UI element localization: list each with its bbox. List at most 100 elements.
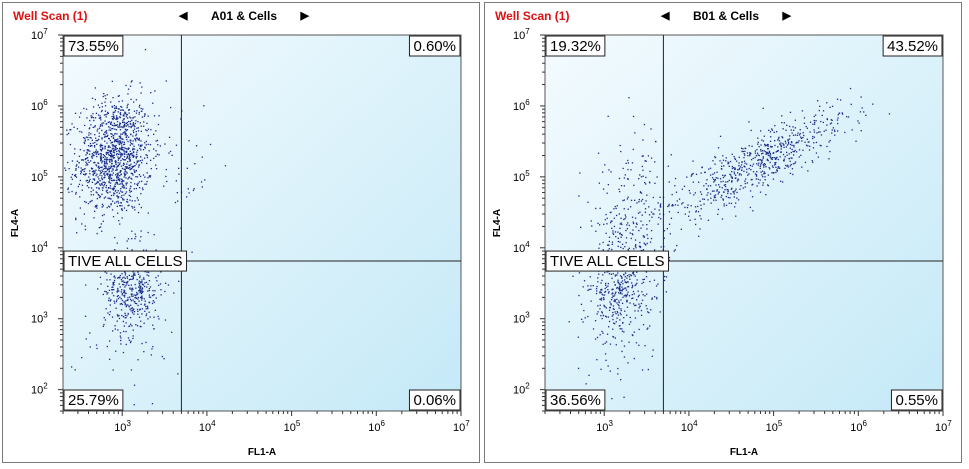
data-point: [740, 164, 743, 166]
gate-label: TIVE ALL CELLS: [545, 250, 670, 272]
data-point: [793, 146, 795, 148]
data-point: [713, 181, 715, 183]
data-point: [141, 281, 143, 283]
scatter-plot[interactable]: 19.32% 43.52%36.56% 0.55%TIVE ALL CELLS103…: [485, 3, 963, 464]
data-point: [142, 108, 144, 110]
data-point: [123, 152, 125, 154]
data-point: [114, 179, 116, 181]
data-point: [123, 294, 125, 297]
data-point: [757, 141, 759, 143]
data-point: [808, 141, 810, 143]
data-point: [831, 105, 834, 107]
data-point: [100, 172, 103, 174]
data-point: [619, 287, 621, 289]
data-point: [148, 275, 150, 277]
data-point: [101, 178, 103, 181]
data-point: [601, 330, 603, 333]
data-point: [131, 80, 133, 82]
data-point: [135, 137, 138, 139]
data-point: [124, 271, 126, 273]
data-point: [746, 171, 748, 173]
data-point: [106, 152, 109, 154]
data-point: [101, 183, 103, 185]
data-point: [123, 143, 126, 145]
data-point: [605, 341, 608, 343]
data-point: [783, 158, 785, 160]
data-point: [76, 232, 78, 234]
data-point: [101, 175, 103, 177]
data-point: [641, 282, 643, 285]
data-point: [648, 206, 650, 208]
data-point: [660, 206, 662, 208]
data-point: [133, 313, 135, 315]
data-point: [699, 200, 701, 202]
data-point: [156, 280, 158, 282]
data-point: [802, 132, 804, 134]
data-point: [627, 159, 629, 162]
data-point: [149, 175, 152, 177]
data-point: [701, 166, 703, 169]
data-point: [647, 368, 649, 371]
data-point: [178, 280, 180, 282]
data-point: [584, 317, 586, 319]
data-point: [614, 294, 616, 296]
data-point: [125, 317, 127, 319]
data-point: [103, 185, 105, 187]
data-point: [680, 228, 682, 230]
data-point: [729, 197, 731, 199]
data-point: [114, 236, 116, 239]
data-point: [600, 368, 602, 370]
data-point: [102, 293, 104, 296]
data-point: [136, 160, 138, 162]
next-well-arrow-icon[interactable]: ▶: [300, 10, 309, 22]
data-point: [716, 171, 718, 173]
data-point: [147, 143, 149, 145]
data-point: [826, 118, 828, 120]
data-point: [75, 218, 77, 221]
data-point: [770, 158, 772, 160]
next-well-arrow-icon[interactable]: ▶: [782, 10, 791, 22]
data-point: [651, 298, 653, 300]
data-point: [744, 162, 746, 164]
data-point: [714, 179, 716, 181]
data-point: [757, 164, 759, 166]
data-point: [121, 183, 123, 185]
data-point: [623, 356, 626, 358]
data-point: [765, 153, 767, 155]
quadrant-ul-percent: 19.32%: [545, 35, 606, 57]
data-point: [614, 299, 616, 301]
data-point: [102, 160, 104, 162]
data-point: [647, 327, 649, 329]
data-point: [139, 289, 141, 291]
data-point: [96, 155, 98, 158]
data-point: [792, 150, 794, 153]
data-point: [140, 236, 142, 238]
data-point: [739, 166, 742, 168]
data-point: [124, 131, 126, 133]
data-point: [109, 155, 112, 157]
data-point: [583, 280, 586, 282]
data-point: [128, 120, 130, 123]
data-point: [159, 145, 161, 147]
data-point: [99, 172, 102, 174]
data-point: [775, 158, 777, 160]
data-point: [699, 215, 701, 217]
prev-well-arrow-icon[interactable]: ◀: [661, 10, 670, 22]
data-point: [99, 195, 102, 198]
data-point: [631, 334, 633, 336]
data-point: [71, 123, 73, 125]
data-point: [112, 216, 115, 218]
data-point: [623, 331, 625, 333]
prev-well-arrow-icon[interactable]: ◀: [179, 10, 188, 22]
data-point: [125, 209, 128, 212]
data-point: [759, 159, 761, 161]
data-point: [147, 290, 149, 292]
data-point: [121, 314, 123, 317]
data-point: [83, 107, 85, 110]
data-point: [132, 308, 134, 311]
data-point: [795, 142, 797, 144]
data-point: [587, 289, 589, 291]
data-point: [111, 292, 113, 294]
data-point: [610, 211, 612, 213]
